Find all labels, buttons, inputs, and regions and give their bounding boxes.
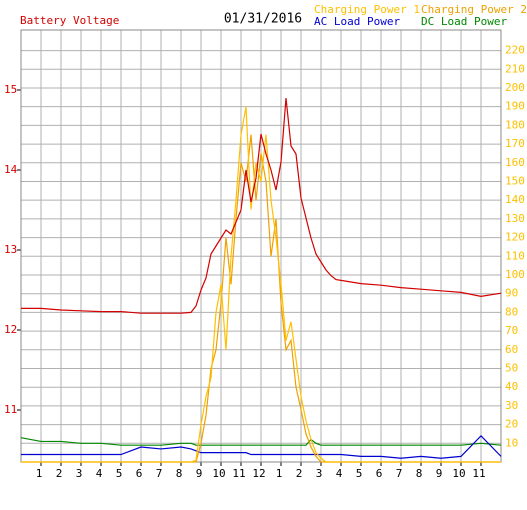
- x-tick-label: 5: [116, 467, 123, 480]
- plot-frame: [20, 29, 502, 463]
- x-tick-label: 5: [356, 467, 363, 480]
- y2-tick-label: 60: [505, 343, 518, 356]
- y-tick-label: 15: [4, 83, 17, 96]
- y2-tick-label: 160: [505, 156, 525, 169]
- y-tick-label: 12: [4, 323, 17, 336]
- x-tick-label: 8: [176, 467, 183, 480]
- y2-tick-label: 180: [505, 118, 525, 131]
- legend-entry: AC Load Power: [314, 15, 400, 28]
- x-tick-label: 6: [136, 467, 143, 480]
- y2-tick-label: 70: [505, 324, 518, 337]
- x-tick-label: 7: [156, 467, 163, 480]
- y2-tick-label: 220: [505, 44, 525, 57]
- legend-entry: Charging Power 2: [421, 3, 527, 16]
- y2-tick-label: 150: [505, 174, 525, 187]
- x-tick-label: 11: [232, 467, 245, 480]
- x-tick-label: 9: [196, 467, 203, 480]
- y2-tick-label: 10: [505, 436, 518, 449]
- legend-entry: Charging Power 1: [314, 3, 420, 16]
- x-tick-label: 3: [76, 467, 83, 480]
- x-tick-label: 2: [296, 467, 303, 480]
- x-tick-label: 10: [452, 467, 465, 480]
- y2-tick-label: 100: [505, 268, 525, 281]
- x-tick-label: 1: [276, 467, 283, 480]
- y2-tick-label: 210: [505, 62, 525, 75]
- y2-tick-label: 130: [505, 212, 525, 225]
- y2-tick-label: 40: [505, 380, 518, 393]
- y2-tick-label: 30: [505, 399, 518, 412]
- legend-entry: DC Load Power: [421, 15, 507, 28]
- x-tick-label: 6: [376, 467, 383, 480]
- series-line: [21, 97, 502, 314]
- series-line: [21, 434, 502, 459]
- series-line: [20, 437, 502, 446]
- x-tick-label: 3: [316, 467, 323, 480]
- chart-title: 01/31/2016: [224, 12, 302, 27]
- axis-label: Battery Voltage: [20, 14, 119, 27]
- y2-tick-label: 190: [505, 100, 525, 113]
- y2-tick-label: 80: [505, 305, 518, 318]
- y2-tick-label: 200: [505, 81, 525, 94]
- x-tick-label: 12: [252, 467, 265, 480]
- x-tick-label: 11: [472, 467, 485, 480]
- x-tick-label: 1: [36, 467, 43, 480]
- y2-tick-label: 120: [505, 231, 525, 244]
- x-tick-label: 8: [416, 467, 423, 480]
- x-tick-label: 4: [336, 467, 343, 480]
- y2-tick-label: 140: [505, 193, 525, 206]
- x-tick-label: 2: [56, 467, 63, 480]
- y2-tick-label: 110: [505, 249, 525, 262]
- y2-tick-label: 90: [505, 287, 518, 300]
- y-tick-label: 14: [4, 163, 18, 176]
- x-tick-label: 10: [212, 467, 225, 480]
- y2-tick-label: 170: [505, 137, 525, 150]
- series-line: [21, 106, 501, 463]
- y2-tick-label: 20: [505, 418, 518, 431]
- x-tick-label: 9: [436, 467, 443, 480]
- x-tick-label: 4: [96, 467, 103, 480]
- y2-tick-label: 50: [505, 361, 518, 374]
- y-tick-label: 13: [4, 243, 17, 256]
- x-tick-label: 7: [396, 467, 403, 480]
- y-tick-label: 11: [4, 403, 17, 416]
